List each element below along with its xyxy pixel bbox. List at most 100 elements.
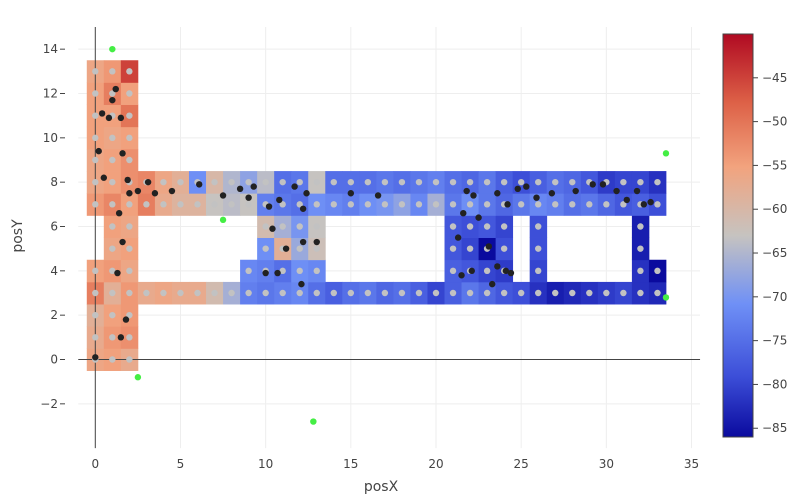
cell-center-marker bbox=[517, 201, 525, 208]
cell-center-marker bbox=[296, 178, 303, 186]
measurement-point bbox=[92, 354, 99, 361]
cell-center-marker bbox=[126, 245, 133, 252]
measurement-point bbox=[475, 214, 482, 221]
cell-center-marker bbox=[262, 178, 269, 186]
colorbar-tick-label: −85 bbox=[762, 421, 787, 435]
measurement-point bbox=[485, 243, 493, 250]
cell-center-marker bbox=[637, 289, 644, 297]
cell-center-marker bbox=[296, 267, 303, 275]
cell-center-marker bbox=[330, 178, 337, 186]
cell-center-marker bbox=[347, 201, 355, 208]
cell-center-marker bbox=[228, 289, 235, 297]
zero-lines bbox=[78, 27, 701, 449]
measurement-point bbox=[115, 210, 123, 217]
cell-center-marker bbox=[92, 134, 99, 142]
cell-center-marker bbox=[517, 178, 525, 186]
cell-center-marker bbox=[637, 267, 644, 275]
measurement-point bbox=[95, 147, 102, 155]
cell-center-marker bbox=[347, 178, 355, 186]
cell-center-marker bbox=[552, 178, 559, 186]
cell-center-marker bbox=[109, 311, 116, 319]
cell-center-marker bbox=[245, 201, 252, 208]
cell-center-marker bbox=[449, 178, 457, 186]
cell-center-marker bbox=[228, 178, 235, 186]
x-tick-label: 0 bbox=[91, 457, 99, 471]
measurement-point bbox=[463, 187, 470, 195]
cell-center-marker bbox=[92, 156, 99, 164]
cell-center-marker bbox=[449, 289, 457, 297]
x-axis-ticks: 0 5 10 15 20 25 30 35 bbox=[91, 457, 699, 471]
measurement-point bbox=[548, 190, 556, 197]
measurement-point bbox=[514, 185, 521, 193]
measurement-point bbox=[494, 190, 501, 197]
cell-center-marker bbox=[586, 201, 593, 208]
colorbar-tick-label: −70 bbox=[762, 290, 787, 304]
cell-center-marker bbox=[620, 201, 627, 208]
cell-center-marker bbox=[654, 289, 661, 297]
cell-center-markers bbox=[92, 68, 661, 363]
measurement-point bbox=[269, 225, 276, 232]
cell-center-marker bbox=[432, 289, 440, 297]
cell-center-marker bbox=[569, 289, 576, 297]
measurement-point bbox=[112, 85, 119, 93]
cell-center-marker bbox=[279, 289, 286, 297]
cell-center-marker bbox=[296, 223, 303, 230]
cell-center-marker bbox=[245, 289, 252, 297]
x-tick-label: 20 bbox=[428, 457, 443, 471]
cell-center-marker bbox=[126, 223, 133, 230]
measurement-point bbox=[276, 196, 283, 204]
cell-center-marker bbox=[398, 201, 406, 208]
cell-center-marker bbox=[126, 90, 133, 97]
cell-center-marker bbox=[109, 178, 116, 186]
measurement-point bbox=[299, 205, 307, 212]
cell-center-marker bbox=[313, 267, 320, 275]
colorbar-tick-label: −65 bbox=[762, 246, 787, 260]
cell-center-marker bbox=[500, 178, 508, 186]
measurement-point bbox=[494, 263, 501, 270]
access-points bbox=[109, 45, 670, 425]
cell-center-marker bbox=[109, 134, 116, 142]
measurement-point bbox=[303, 190, 310, 197]
cell-center-marker bbox=[415, 201, 423, 208]
y-tick-label: 4 bbox=[50, 264, 58, 278]
cell-center-marker bbox=[160, 178, 167, 186]
y-tick-label: 2 bbox=[50, 308, 58, 322]
cell-center-marker bbox=[381, 178, 389, 186]
colorbar-tick-label: −60 bbox=[762, 202, 787, 216]
cell-center-marker bbox=[109, 245, 116, 252]
y-tick-label: 12 bbox=[43, 87, 58, 101]
measurement-point bbox=[299, 238, 307, 246]
cell-center-marker bbox=[500, 245, 508, 252]
cell-center-marker bbox=[637, 178, 644, 186]
measurement-point bbox=[489, 280, 496, 288]
x-tick-label: 25 bbox=[514, 457, 529, 471]
measurement-point bbox=[151, 190, 159, 197]
measurement-point bbox=[374, 192, 382, 199]
measurement-point bbox=[134, 187, 142, 195]
cell-center-marker bbox=[449, 201, 457, 208]
measurement-point bbox=[507, 269, 515, 277]
cell-center-marker bbox=[620, 178, 627, 186]
cell-center-marker bbox=[381, 201, 389, 208]
measurement-point bbox=[98, 110, 106, 117]
cell-center-marker bbox=[211, 178, 218, 186]
y-tick-label: −2 bbox=[40, 397, 58, 411]
measurement-point bbox=[265, 203, 273, 210]
cell-center-marker bbox=[126, 156, 133, 164]
cell-center-marker bbox=[262, 245, 269, 252]
cell-center-marker bbox=[313, 245, 320, 252]
cell-center-marker bbox=[126, 334, 133, 341]
cell-center-marker bbox=[466, 245, 474, 252]
cell-center-marker bbox=[330, 201, 337, 208]
cell-center-marker bbox=[109, 289, 116, 297]
access-point bbox=[134, 374, 142, 381]
y-tick-label: 0 bbox=[50, 353, 58, 367]
measurement-point bbox=[572, 187, 579, 195]
cell-center-marker bbox=[109, 223, 116, 230]
y-tick-label: 14 bbox=[43, 42, 58, 56]
cell-center-marker bbox=[552, 289, 559, 297]
cell-center-marker bbox=[432, 201, 440, 208]
measurement-point bbox=[168, 187, 176, 195]
cell-center-marker bbox=[483, 201, 491, 208]
cell-center-marker bbox=[279, 178, 286, 186]
